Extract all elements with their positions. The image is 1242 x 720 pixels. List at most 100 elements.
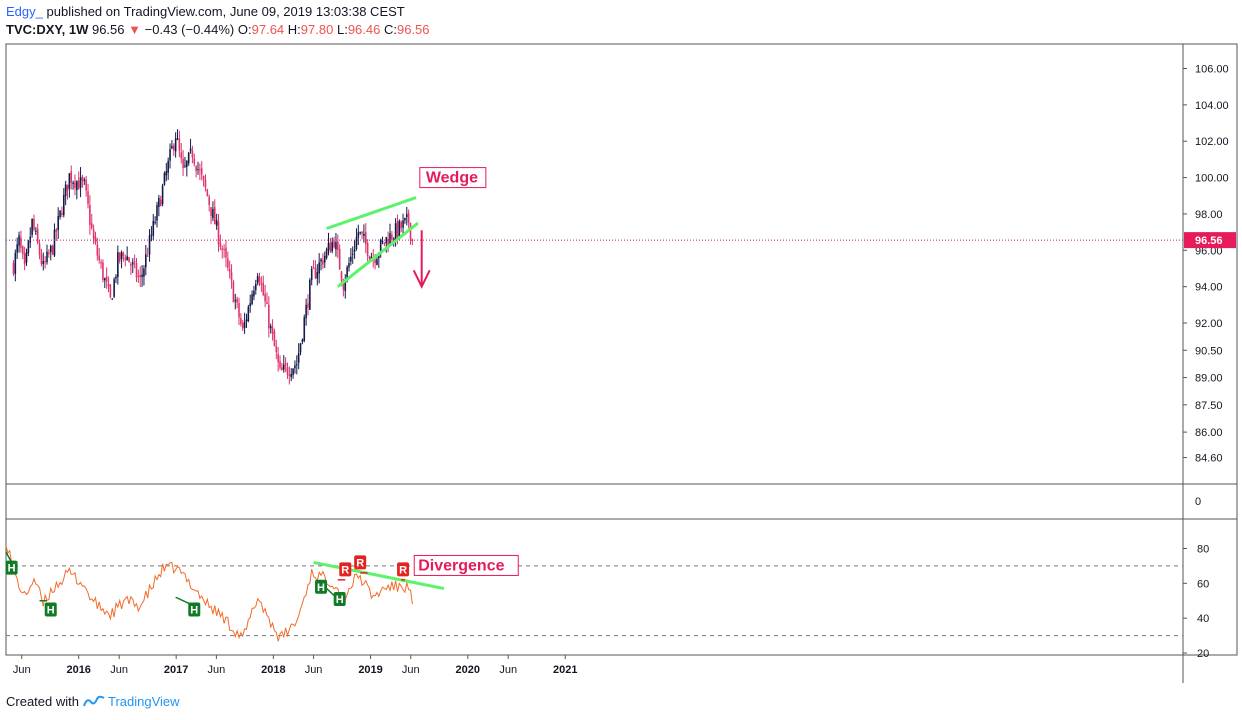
candle-body <box>212 209 214 218</box>
candle-body <box>249 303 251 307</box>
rsi-series-line <box>5 545 413 642</box>
candle-body <box>167 160 169 173</box>
price-tick-label: 90.50 <box>1195 345 1223 357</box>
candle <box>193 153 196 167</box>
candle-body <box>292 368 294 376</box>
candle-body <box>64 184 67 197</box>
candle <box>64 180 67 206</box>
chart-border <box>5 43 1238 656</box>
candle-body <box>305 304 307 319</box>
candle <box>35 227 37 235</box>
rsi-layer <box>5 545 413 642</box>
hidden-marker-bg <box>188 602 201 617</box>
candle <box>361 231 363 240</box>
candle-body <box>396 221 399 238</box>
candle-body <box>407 213 410 224</box>
candle <box>79 167 82 198</box>
candle-body <box>55 229 58 232</box>
candle-body <box>206 189 209 196</box>
candle <box>213 199 216 225</box>
candle-body <box>374 259 376 264</box>
candle-body <box>327 242 330 250</box>
candle-body <box>294 365 296 369</box>
candle-body <box>14 252 17 274</box>
candle <box>323 251 326 268</box>
candle <box>40 248 43 267</box>
candle-body <box>243 322 246 329</box>
candle <box>251 290 253 306</box>
hidden-marker-bg <box>5 560 18 575</box>
candle <box>48 249 50 258</box>
hidden-divergence-marker: H <box>315 579 328 594</box>
candle <box>154 216 156 225</box>
time-tick-label: 2018 <box>261 664 285 676</box>
candle-body <box>268 304 270 329</box>
candle <box>286 362 289 379</box>
candle-body <box>363 233 365 236</box>
candle <box>126 246 128 261</box>
candle-body <box>262 282 265 295</box>
candle <box>295 355 298 375</box>
candle <box>219 234 222 251</box>
candle-body <box>232 281 235 303</box>
candle <box>195 165 197 178</box>
candle <box>256 273 259 286</box>
candle <box>301 338 304 345</box>
candle <box>120 250 123 269</box>
candle <box>102 259 104 283</box>
candle-body <box>96 244 99 256</box>
candle <box>184 156 186 169</box>
rsi-axis: 80 60 40 20 <box>6 543 1209 660</box>
candle-body <box>381 240 384 242</box>
price-annotations: 96.56 Wedge <box>6 167 1236 289</box>
candle-body <box>161 185 164 205</box>
candle-body <box>376 259 378 265</box>
candle <box>363 224 365 243</box>
time-tick-label: Jun <box>110 664 128 676</box>
candle <box>111 297 114 300</box>
candle-body <box>33 218 35 230</box>
hidden-marker-label: H <box>190 604 198 616</box>
candle-body <box>290 374 293 377</box>
high-label: H: <box>287 22 301 37</box>
time-tick-label: Jun <box>305 664 323 676</box>
candle <box>186 159 188 177</box>
high-value: 97.80 <box>300 22 334 37</box>
candle-body <box>240 318 242 325</box>
candle-body <box>172 145 175 151</box>
author-link[interactable]: Edgy_ <box>6 4 43 19</box>
candle <box>133 254 136 269</box>
candle <box>76 180 78 200</box>
candle-body <box>31 218 33 235</box>
candle-body <box>165 171 168 176</box>
time-tick-label: Jun <box>499 664 517 676</box>
candle <box>320 257 322 271</box>
candle <box>253 285 255 301</box>
candle-body <box>23 253 26 265</box>
down-arrow-icon: ▼ <box>128 22 142 37</box>
candle-body <box>344 281 347 292</box>
candle <box>234 293 237 310</box>
candle-body <box>295 364 298 366</box>
candle-body <box>66 184 69 191</box>
candle-body <box>325 249 328 258</box>
candle <box>81 174 84 188</box>
candle-body <box>120 251 123 260</box>
candle-body <box>297 353 300 363</box>
candle-body <box>12 262 15 274</box>
candle-body <box>357 232 360 238</box>
candle-body <box>288 374 291 377</box>
candle <box>139 266 142 287</box>
candle <box>309 278 311 311</box>
candle-body <box>42 261 45 265</box>
candle <box>70 165 73 190</box>
candle-body <box>135 262 138 278</box>
candle-body <box>174 138 177 152</box>
candle <box>277 347 279 372</box>
candle-body <box>77 180 80 190</box>
candle-body <box>35 230 37 232</box>
candle-body <box>241 322 244 329</box>
tradingview-brand[interactable]: TradingView <box>108 694 180 709</box>
candle-body <box>154 222 156 224</box>
